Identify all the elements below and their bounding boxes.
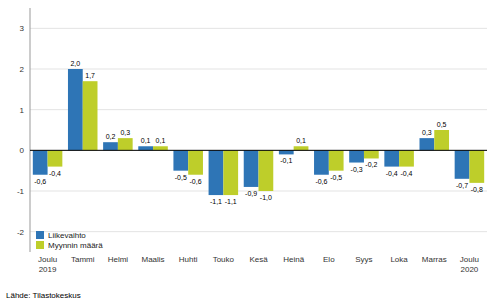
legend-swatch bbox=[36, 241, 44, 249]
x-tick-label: Helmi bbox=[108, 255, 129, 264]
x-tick-label: Heinä bbox=[283, 255, 304, 264]
bar bbox=[173, 150, 188, 170]
data-label: -0,4 bbox=[386, 170, 398, 177]
grid-line bbox=[30, 231, 487, 232]
grid-line bbox=[30, 150, 487, 151]
bar bbox=[329, 150, 344, 170]
data-label: -0,2 bbox=[365, 161, 377, 168]
data-label: 0,1 bbox=[296, 137, 306, 144]
data-labels: -0,62,00,20,1-0,5-1,1-0,9-0,1-0,6-0,3-0,… bbox=[34, 60, 483, 205]
data-label: -0,6 bbox=[315, 178, 327, 185]
bar bbox=[455, 150, 470, 178]
data-label: -1,1 bbox=[210, 198, 222, 205]
y-tick-label: 3 bbox=[20, 24, 25, 33]
bar bbox=[33, 150, 48, 174]
bar bbox=[279, 150, 294, 154]
bar bbox=[364, 150, 379, 158]
x-tick-label: Kesä bbox=[249, 255, 268, 264]
x-tick-label: Touko bbox=[213, 255, 235, 264]
bar bbox=[259, 150, 274, 191]
x-tick-label: Syys bbox=[355, 255, 372, 264]
x-tick-label: Tammi bbox=[71, 255, 95, 264]
bar bbox=[118, 138, 133, 150]
legend: LiikevaihtoMyynnin määrä bbox=[36, 231, 103, 250]
bar bbox=[244, 150, 259, 187]
bar bbox=[153, 146, 168, 150]
grid-line bbox=[30, 69, 487, 70]
bar bbox=[384, 150, 399, 166]
source-text: Lähde: Tilastokeskus bbox=[6, 291, 81, 300]
data-label: -0,4 bbox=[400, 170, 412, 177]
legend-label: Myynnin määrä bbox=[48, 241, 103, 250]
y-tick-label: -1 bbox=[17, 187, 25, 196]
chart: -2 -1 0 1 2 3 -0,6 2,0 0,2 0,1 -0,5 -1,1 -0,9 -0,1 -0,… bbox=[0, 0, 493, 304]
data-label: 1,7 bbox=[85, 72, 95, 79]
x-tick-label: Loka bbox=[390, 255, 408, 264]
zero-line bbox=[30, 150, 487, 151]
y-axis-line bbox=[30, 8, 31, 252]
bar bbox=[68, 69, 83, 150]
data-label: 0,2 bbox=[106, 133, 116, 140]
bar bbox=[399, 150, 414, 166]
data-label: -0,5 bbox=[175, 174, 187, 181]
x-tick-label: Joulu2020 bbox=[460, 255, 479, 274]
chart-container: -2 -1 0 1 2 3 -0,6 2,0 0,2 0,1 -0,5 -1,1 -0,9 -0,1 -0,… bbox=[0, 0, 493, 304]
data-label: 0,1 bbox=[141, 137, 151, 144]
bar bbox=[314, 150, 329, 174]
grid-line bbox=[30, 28, 487, 29]
bar bbox=[223, 150, 238, 195]
legend-label: Liikevaihto bbox=[48, 231, 86, 240]
x-tick-label: Maalis bbox=[141, 255, 164, 264]
grid bbox=[30, 28, 487, 231]
y-tick-label: 2 bbox=[20, 65, 25, 74]
data-label: -0,1 bbox=[280, 157, 292, 164]
data-label: -0,9 bbox=[245, 190, 257, 197]
bar bbox=[434, 130, 449, 150]
data-label: -0,6 bbox=[34, 178, 46, 185]
data-label: -0,5 bbox=[330, 174, 342, 181]
x-tick-label: Huhti bbox=[179, 255, 198, 264]
y-tick-label: 0 bbox=[20, 146, 25, 155]
data-label: -0,4 bbox=[49, 170, 61, 177]
bar bbox=[188, 150, 203, 174]
bar bbox=[420, 138, 435, 150]
x-tick-label: Marras bbox=[422, 255, 447, 264]
y-tick-label: 1 bbox=[20, 106, 25, 115]
x-tick-label: Elo bbox=[323, 255, 335, 264]
bars bbox=[33, 69, 484, 195]
data-label: 0,5 bbox=[437, 121, 447, 128]
bar bbox=[294, 146, 309, 150]
bar bbox=[209, 150, 224, 195]
bar bbox=[469, 150, 484, 183]
data-label: 2,0 bbox=[70, 60, 80, 67]
bar bbox=[349, 150, 364, 162]
data-label: 0,3 bbox=[120, 129, 130, 136]
legend-swatch bbox=[36, 231, 44, 239]
data-label: -0,3 bbox=[351, 166, 363, 173]
data-label: 0,1 bbox=[156, 137, 166, 144]
data-label: 0,3 bbox=[422, 129, 432, 136]
grid-line bbox=[30, 109, 487, 110]
data-label: -0,7 bbox=[456, 182, 468, 189]
data-label: -1,1 bbox=[225, 198, 237, 205]
bar bbox=[83, 81, 98, 150]
data-label: -0,6 bbox=[190, 178, 202, 185]
y-tick-label: -2 bbox=[17, 228, 25, 237]
data-label: -1,0 bbox=[260, 194, 272, 201]
data-label: -0,8 bbox=[471, 186, 483, 193]
bar bbox=[48, 150, 63, 166]
bar bbox=[103, 142, 118, 150]
bar bbox=[138, 146, 153, 150]
x-tick-label: Joulu2019 bbox=[38, 255, 57, 274]
